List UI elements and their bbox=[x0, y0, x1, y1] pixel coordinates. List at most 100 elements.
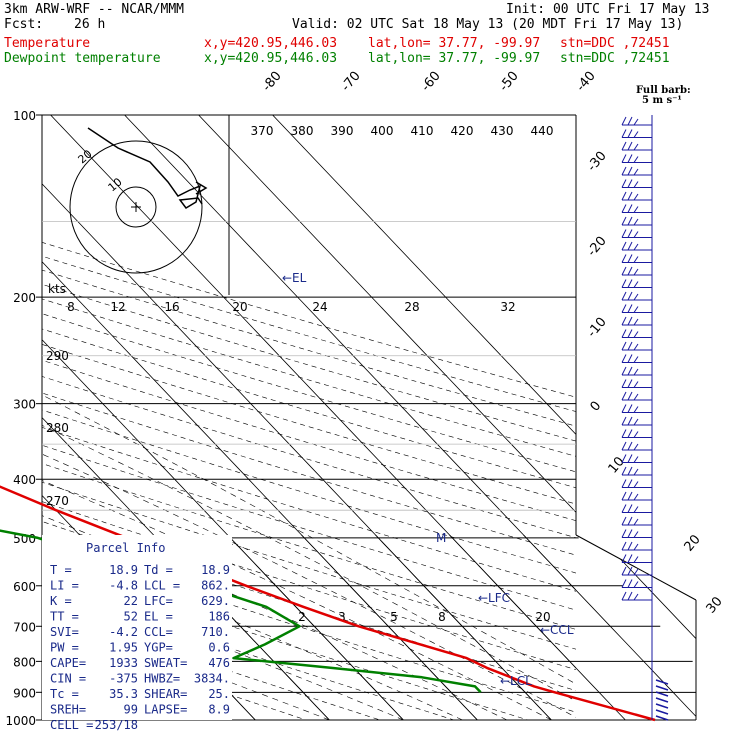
wind-barb bbox=[621, 429, 652, 438]
wind-barb bbox=[621, 541, 652, 551]
wind-barb bbox=[621, 404, 652, 413]
parcel-row-value: 18.9 bbox=[201, 563, 230, 577]
wind-barb bbox=[621, 441, 652, 451]
parcel-row-label: YGP= bbox=[144, 641, 173, 655]
parcel-row-value: 862. bbox=[201, 579, 230, 593]
pressure-label-1000: 1000 bbox=[5, 714, 36, 728]
wind-barb bbox=[621, 379, 652, 388]
parcel-row-value: 710. bbox=[201, 625, 230, 639]
wind-barb bbox=[621, 166, 652, 176]
parcel-row-value: 1.95 bbox=[109, 641, 138, 655]
mixing-ratio-label: 24 bbox=[312, 300, 327, 314]
parcel-row-value: 629. bbox=[201, 594, 230, 608]
parcel-row-label: TT = bbox=[50, 610, 79, 624]
pressure-label-300: 300 bbox=[13, 398, 36, 412]
mixing-ratio-label-lower: 2 bbox=[298, 610, 306, 624]
wind-barb bbox=[621, 391, 652, 401]
wind-barb bbox=[621, 141, 652, 151]
isotherm-label: 20 bbox=[682, 532, 704, 554]
isotherm-label: -10 bbox=[585, 315, 610, 341]
parcel-info-title: Parcel Info bbox=[86, 541, 165, 555]
isotherm-label: 0 bbox=[588, 399, 605, 415]
pressure-label-600: 600 bbox=[13, 580, 36, 594]
pressure-label-400: 400 bbox=[13, 473, 36, 487]
parcel-row-label: Td = bbox=[144, 563, 173, 577]
isotherm-label: -30 bbox=[585, 149, 610, 175]
wind-barb bbox=[621, 554, 652, 563]
parcel-row-value: -4.8 bbox=[109, 579, 138, 593]
hodograph-ring-label-20: 20 bbox=[76, 147, 95, 166]
parcel-row-value: 35.3 bbox=[109, 687, 138, 701]
wind-barb bbox=[621, 579, 652, 588]
level-annotation: M bbox=[436, 531, 446, 545]
theta-left-label: 280 bbox=[46, 421, 69, 435]
parcel-row-label: SVI= bbox=[50, 625, 79, 639]
parcel-row-label: CELL = bbox=[50, 718, 93, 732]
mixing-ratio-label-lower: 3 bbox=[338, 610, 346, 624]
level-annotation: ←LCL bbox=[500, 674, 532, 688]
wind-barb bbox=[621, 491, 652, 501]
wind-barb bbox=[621, 329, 652, 338]
parcel-row-value: 476 bbox=[208, 656, 230, 670]
parcel-row-label: SREH= bbox=[50, 703, 86, 717]
parcel-row-value: 3834. bbox=[194, 672, 230, 686]
parcel-row-value: 8.9 bbox=[208, 703, 230, 717]
wind-barb-low bbox=[655, 679, 669, 685]
isotherm-label: -80 bbox=[260, 69, 285, 95]
isotherm-label: -60 bbox=[419, 69, 444, 95]
legend-dewpoint-latlon: lat,lon= 37.77, -99.97 bbox=[368, 51, 541, 66]
legend-temperature-station: stn=DDC ,72451 bbox=[560, 36, 670, 51]
legend-dewpoint-xy: x,y=420.95,446.03 bbox=[204, 51, 338, 66]
parcel-row-value: 1933 bbox=[109, 656, 138, 670]
wind-barb bbox=[621, 204, 652, 213]
barb-key-line1: Full barb: bbox=[636, 85, 691, 96]
wind-barb bbox=[621, 566, 652, 576]
parcel-row-value: 186 bbox=[208, 610, 230, 624]
theta-label: 390 bbox=[331, 124, 354, 138]
isotherm-label: -50 bbox=[497, 69, 522, 95]
mixing-ratio-label: 16 bbox=[164, 300, 179, 314]
mixing-ratio-label: 28 bbox=[404, 300, 419, 314]
wind-barb bbox=[621, 179, 652, 188]
pressure-label-900: 900 bbox=[13, 686, 36, 700]
wind-barb bbox=[621, 279, 652, 288]
wind-barb bbox=[621, 254, 652, 263]
parcel-row-value: 18.9 bbox=[109, 563, 138, 577]
wind-barb bbox=[621, 479, 652, 488]
parcel-row-value: 253/18 bbox=[95, 718, 138, 732]
parcel-row-label: PW = bbox=[50, 641, 79, 655]
parcel-row-label: LFC= bbox=[144, 594, 173, 608]
mixing-ratio-label: 8 bbox=[67, 300, 75, 314]
parcel-row-label: EL = bbox=[144, 610, 173, 624]
legend-dewpoint-station: stn=DDC ,72451 bbox=[560, 51, 670, 66]
wind-barb bbox=[621, 454, 652, 463]
wind-barb bbox=[621, 291, 652, 301]
theta-label: 420 bbox=[451, 124, 474, 138]
parcel-row-label: LCL = bbox=[144, 579, 180, 593]
isotherm-label: -70 bbox=[339, 69, 364, 95]
mixing-ratio-label-lower: 20 bbox=[535, 610, 550, 624]
mixing-ratio-label-lower: 5 bbox=[390, 610, 398, 624]
theta-label: 430 bbox=[491, 124, 514, 138]
parcel-row-label: T = bbox=[50, 563, 72, 577]
parcel-row-value: 0.6 bbox=[208, 641, 230, 655]
parcel-row-value: 25. bbox=[208, 687, 230, 701]
wind-barb bbox=[621, 591, 652, 601]
parcel-row-value: 22 bbox=[124, 594, 138, 608]
wind-barb-low bbox=[655, 703, 669, 709]
init-time: Init: 00 UTC Fri 17 May 13 bbox=[506, 2, 710, 17]
parcel-row-label: LI = bbox=[50, 579, 79, 593]
parcel-row-value: 99 bbox=[124, 703, 138, 717]
wind-barb bbox=[621, 154, 652, 163]
barb-key-line2: 5 m s⁻¹ bbox=[642, 95, 682, 106]
wind-barb-low bbox=[655, 715, 669, 721]
wind-barb bbox=[621, 229, 652, 238]
theta-label: 410 bbox=[411, 124, 434, 138]
pressure-label-700: 700 bbox=[13, 620, 36, 634]
wind-barb bbox=[621, 416, 652, 426]
wind-barb bbox=[621, 466, 652, 476]
wind-barb bbox=[621, 366, 652, 376]
hodograph-units-label: kts bbox=[48, 282, 66, 296]
wind-barb bbox=[621, 316, 652, 326]
